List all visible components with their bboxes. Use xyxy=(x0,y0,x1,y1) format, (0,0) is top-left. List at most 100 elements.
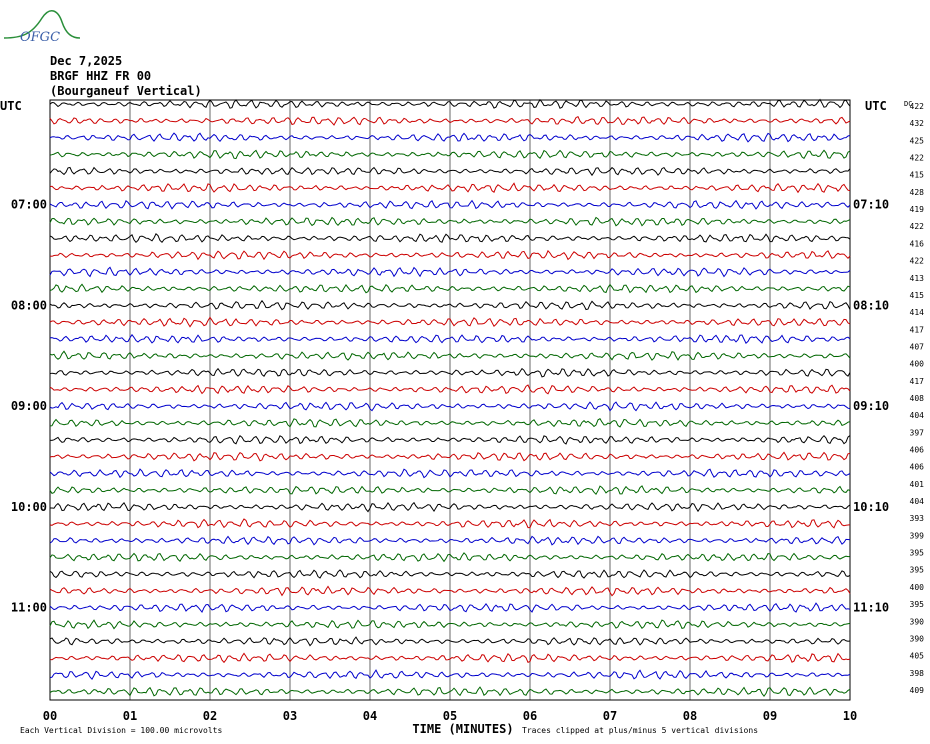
seismic-trace xyxy=(49,266,851,278)
ofgc-logo: OFGC xyxy=(3,10,81,44)
station-label: BRGF HHZ FR 00 xyxy=(50,69,152,83)
dc-offset-value: 425 xyxy=(910,136,925,145)
seismic-trace xyxy=(49,182,851,194)
seismic-trace xyxy=(49,418,851,428)
utc-label-right: UTC xyxy=(865,99,887,113)
seismic-trace xyxy=(49,636,851,647)
x-tick-label: 01 xyxy=(123,709,137,723)
seismic-trace xyxy=(49,602,851,614)
svg-text:OFGC: OFGC xyxy=(20,30,60,44)
dc-offset-value: 417 xyxy=(910,325,925,334)
x-tick-label: 07 xyxy=(603,709,617,723)
dc-offset-value: 422 xyxy=(910,102,925,111)
seismic-trace xyxy=(49,518,851,529)
seismic-trace xyxy=(49,132,851,143)
date-label: Dec 7,2025 xyxy=(50,54,123,68)
dc-offset-value: 404 xyxy=(910,497,925,506)
dc-offset-value: 395 xyxy=(910,600,925,609)
dc-offset-value: 422 xyxy=(910,257,925,266)
x-tick-label: 09 xyxy=(763,709,777,723)
dc-offset-value: 397 xyxy=(910,428,925,437)
dc-offset-value: 401 xyxy=(910,480,925,489)
dc-offset-value: 390 xyxy=(910,634,925,643)
clip-note: Traces clipped at plus/minus 5 vertical … xyxy=(522,726,758,735)
seismic-trace xyxy=(49,98,851,109)
seismic-trace xyxy=(49,249,851,261)
dc-offset-value: 395 xyxy=(910,549,925,558)
seismic-trace xyxy=(49,216,851,227)
dc-offset-value: 398 xyxy=(910,669,925,678)
dc-offset-value: 404 xyxy=(910,411,925,420)
dc-offset-value: 400 xyxy=(910,360,925,369)
x-tick-label: 00 xyxy=(43,709,57,723)
seismic-trace xyxy=(49,316,851,328)
right-time-label: 08:10 xyxy=(853,298,889,312)
dc-offset-value: 405 xyxy=(910,652,925,661)
x-tick-label: 04 xyxy=(363,709,377,723)
seismic-trace xyxy=(49,384,851,395)
x-tick-label: 08 xyxy=(683,709,697,723)
dc-offset-value: 390 xyxy=(910,617,925,626)
left-time-label: 10:00 xyxy=(11,500,47,514)
x-axis-title: TIME (MINUTES) xyxy=(412,722,513,736)
seismic-trace xyxy=(49,199,851,210)
x-tick-label: 10 xyxy=(843,709,857,723)
dc-offset-value: 407 xyxy=(910,342,925,351)
dc-offset-value: 393 xyxy=(910,514,925,523)
seismic-trace xyxy=(49,149,851,160)
dc-offset-value: 399 xyxy=(910,531,925,540)
dc-label: DC xyxy=(904,100,912,108)
seismic-trace xyxy=(49,569,851,579)
right-time-label: 11:10 xyxy=(853,601,889,615)
dc-offset-value: 432 xyxy=(910,119,925,128)
right-time-label: 07:10 xyxy=(853,198,889,212)
seismic-trace xyxy=(49,116,851,126)
dc-offset-value: 413 xyxy=(910,274,925,283)
dc-offset-value: 415 xyxy=(910,291,925,300)
seismic-trace xyxy=(49,619,851,630)
x-tick-label: 06 xyxy=(523,709,537,723)
dc-offset-value: 395 xyxy=(910,566,925,575)
right-time-label: 10:10 xyxy=(853,500,889,514)
dc-offset-value: 416 xyxy=(910,239,925,248)
seismic-trace xyxy=(49,333,851,345)
seismic-trace xyxy=(49,552,851,563)
seismic-trace xyxy=(49,401,851,412)
dc-offset-value: 406 xyxy=(910,446,925,455)
dc-offset-value: 400 xyxy=(910,583,925,592)
dc-offset-value: 419 xyxy=(910,205,925,214)
seismic-trace xyxy=(49,350,851,361)
dc-offset-value: 428 xyxy=(910,188,925,197)
dc-offset-value: 422 xyxy=(910,222,925,231)
seismic-trace xyxy=(49,367,851,378)
dc-offset-value: 417 xyxy=(910,377,925,386)
seismic-trace xyxy=(49,166,851,177)
scale-note: Each Vertical Division = 100.00 microvol… xyxy=(20,726,222,735)
left-time-label: 09:00 xyxy=(11,399,47,413)
location-label: (Bourganeuf Vertical) xyxy=(50,84,202,98)
dc-offset-value: 415 xyxy=(910,171,925,180)
left-time-label: 08:00 xyxy=(11,298,47,312)
dc-offset-value: 406 xyxy=(910,463,925,472)
seismic-trace xyxy=(49,485,851,496)
x-tick-label: 05 xyxy=(443,709,457,723)
dc-offset-value: 409 xyxy=(910,686,925,695)
utc-label-left: UTC xyxy=(0,99,22,113)
seismic-trace xyxy=(49,283,851,294)
seismic-trace xyxy=(49,434,851,445)
x-tick-label: 02 xyxy=(203,709,217,723)
dc-offset-value: 408 xyxy=(910,394,925,403)
seismic-trace xyxy=(49,669,851,681)
seismic-trace xyxy=(49,686,851,698)
seismic-trace xyxy=(49,299,851,311)
seismic-trace xyxy=(49,232,851,244)
seismic-trace xyxy=(49,652,851,664)
left-time-label: 11:00 xyxy=(11,601,47,615)
dc-offset-value: 414 xyxy=(910,308,925,317)
dc-offset-value: 422 xyxy=(910,154,925,163)
left-time-label: 07:00 xyxy=(11,198,47,212)
x-tick-label: 03 xyxy=(283,709,297,723)
seismic-trace xyxy=(50,501,851,513)
seismic-trace xyxy=(49,468,851,479)
